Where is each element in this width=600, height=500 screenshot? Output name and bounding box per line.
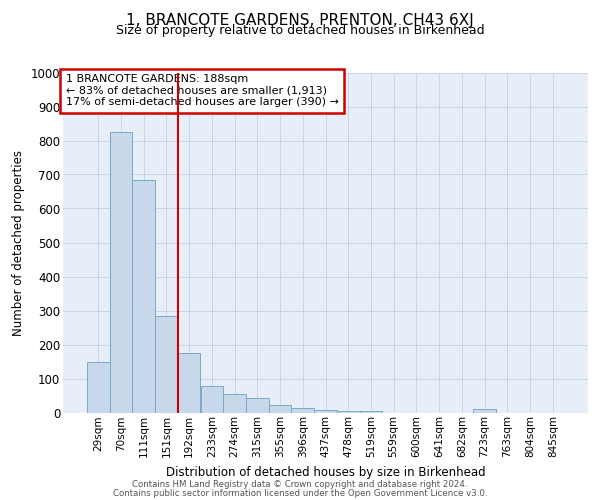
Bar	[87, 362, 110, 412]
Bar	[337, 411, 359, 412]
Bar	[473, 409, 496, 412]
Bar	[200, 386, 223, 412]
Bar	[223, 394, 246, 412]
Bar	[178, 354, 200, 412]
Y-axis label: Number of detached properties: Number of detached properties	[12, 150, 25, 336]
Bar	[314, 410, 337, 412]
Text: Contains public sector information licensed under the Open Government Licence v3: Contains public sector information licen…	[113, 488, 487, 498]
Text: Contains HM Land Registry data © Crown copyright and database right 2024.: Contains HM Land Registry data © Crown c…	[132, 480, 468, 489]
Bar	[110, 132, 133, 412]
Bar	[269, 406, 292, 412]
Bar	[359, 411, 382, 412]
Bar	[246, 398, 269, 412]
Bar	[292, 408, 314, 412]
Text: 1 BRANCOTE GARDENS: 188sqm
← 83% of detached houses are smaller (1,913)
17% of s: 1 BRANCOTE GARDENS: 188sqm ← 83% of deta…	[65, 74, 338, 108]
Bar	[133, 180, 155, 412]
Bar	[155, 316, 178, 412]
X-axis label: Distribution of detached houses by size in Birkenhead: Distribution of detached houses by size …	[166, 466, 485, 478]
Text: Size of property relative to detached houses in Birkenhead: Size of property relative to detached ho…	[116, 24, 484, 37]
Text: 1, BRANCOTE GARDENS, PRENTON, CH43 6XJ: 1, BRANCOTE GARDENS, PRENTON, CH43 6XJ	[126, 12, 474, 28]
